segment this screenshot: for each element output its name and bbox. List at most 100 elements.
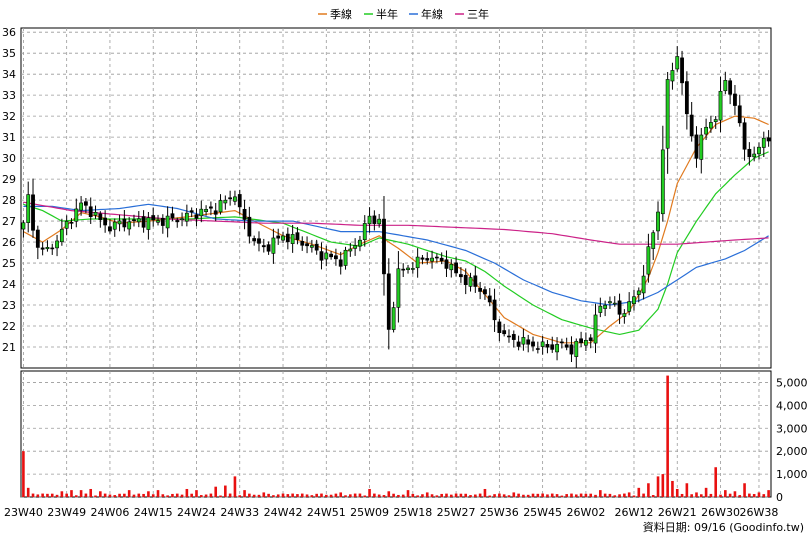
volume-bar — [406, 490, 410, 497]
volume-bar — [666, 375, 669, 497]
volume-bar — [334, 493, 338, 497]
volume-bar — [142, 493, 145, 497]
x-tick-label: 24W51 — [307, 506, 346, 519]
volume-bar — [748, 493, 751, 497]
volume-bar — [397, 494, 400, 497]
price-tick-label: 34 — [2, 68, 16, 81]
volume-bar — [719, 494, 722, 497]
volume-bar — [123, 493, 126, 497]
legend: 季線 半年 年線 三年 — [318, 7, 489, 21]
volume-bar — [127, 490, 131, 497]
candle-body — [271, 237, 276, 254]
candle-body — [257, 238, 261, 244]
volume-bar — [199, 495, 203, 497]
candle-body — [122, 218, 127, 228]
volume-bar — [565, 494, 568, 497]
candle-body — [449, 263, 454, 271]
candle-body — [314, 243, 319, 251]
volume-bar — [329, 494, 333, 497]
volume-bar — [728, 493, 732, 497]
candle-body — [88, 206, 93, 218]
candle-body — [69, 222, 74, 224]
candle-body — [632, 296, 636, 305]
volume-bar — [724, 490, 727, 497]
candle-body — [704, 126, 708, 135]
volume-tick-label: 3,000 — [776, 422, 808, 435]
candle-body — [584, 339, 588, 346]
volume-bar — [709, 493, 713, 497]
candle-body — [367, 215, 372, 225]
candle-body — [300, 241, 305, 246]
volume-bar — [310, 495, 314, 497]
candle-body — [651, 232, 656, 249]
candle-body — [713, 119, 718, 122]
volume-bar — [574, 494, 578, 497]
volume-bar — [541, 493, 544, 497]
volume-bar — [262, 492, 266, 497]
candle-body — [709, 122, 713, 129]
price-tick-label: 36 — [2, 26, 16, 39]
volume-bar — [156, 490, 160, 497]
volume-bar — [233, 476, 237, 497]
volume-bar — [324, 494, 328, 497]
candle-body — [766, 137, 771, 142]
x-tick-label: 23W49 — [47, 506, 86, 519]
footer-date-source: 資料日期: 09/16 (Goodinfo.tw) — [643, 520, 804, 534]
volume-bar — [632, 495, 636, 497]
volume-bar — [526, 494, 530, 497]
candle-body — [108, 226, 112, 232]
volume-bar — [353, 493, 357, 497]
candle-body — [483, 289, 487, 295]
price-tick-label: 29 — [2, 173, 16, 186]
candle-body — [136, 218, 141, 223]
candle-body — [415, 256, 420, 269]
candle-body — [228, 197, 233, 200]
price-tick-label: 28 — [2, 194, 16, 207]
volume-bar — [214, 486, 218, 497]
volume-bar — [55, 494, 59, 497]
candle-body — [175, 220, 180, 223]
candle-body — [276, 235, 281, 239]
x-tick-label: 25W27 — [437, 506, 476, 519]
volume-bar — [560, 495, 564, 497]
candle-body — [742, 122, 747, 150]
candle-body — [353, 245, 358, 249]
volume-bar — [555, 494, 559, 497]
candle-body — [396, 268, 401, 308]
volume-bar — [281, 493, 285, 497]
candle-body — [372, 215, 377, 224]
candle-body — [550, 344, 555, 350]
price-tick-label: 33 — [2, 89, 16, 102]
candle-body — [362, 223, 367, 241]
candle-body — [420, 257, 425, 260]
volume-bar — [445, 493, 448, 497]
ma-year-line — [23, 203, 769, 306]
volume-bar — [642, 493, 645, 497]
volume-bar — [459, 493, 463, 497]
candle-body — [199, 208, 204, 217]
candle-body — [439, 257, 444, 262]
volume-bar — [344, 495, 347, 497]
x-tick-label: 24W06 — [91, 506, 130, 519]
candle-body — [761, 137, 766, 148]
volume-bar — [498, 493, 501, 497]
volume-bar — [267, 493, 270, 497]
legend-label-threeyear: 三年 — [467, 7, 489, 21]
candle-body — [699, 134, 704, 160]
candle-body — [636, 290, 641, 295]
volume-bar — [743, 483, 746, 497]
candle-body — [74, 208, 79, 222]
volume-bar — [464, 493, 468, 497]
volume-bar — [752, 494, 756, 497]
candle-body — [718, 90, 723, 121]
volume-bar — [550, 493, 554, 497]
volume-panel — [20, 370, 772, 498]
volume-bar — [219, 495, 222, 497]
volume-bar — [26, 487, 30, 497]
candle-body — [59, 228, 64, 243]
candle-body — [170, 213, 175, 219]
candle-body — [21, 222, 26, 230]
candle-body — [141, 216, 146, 228]
candle-body — [564, 344, 569, 348]
candle-body — [689, 114, 694, 137]
